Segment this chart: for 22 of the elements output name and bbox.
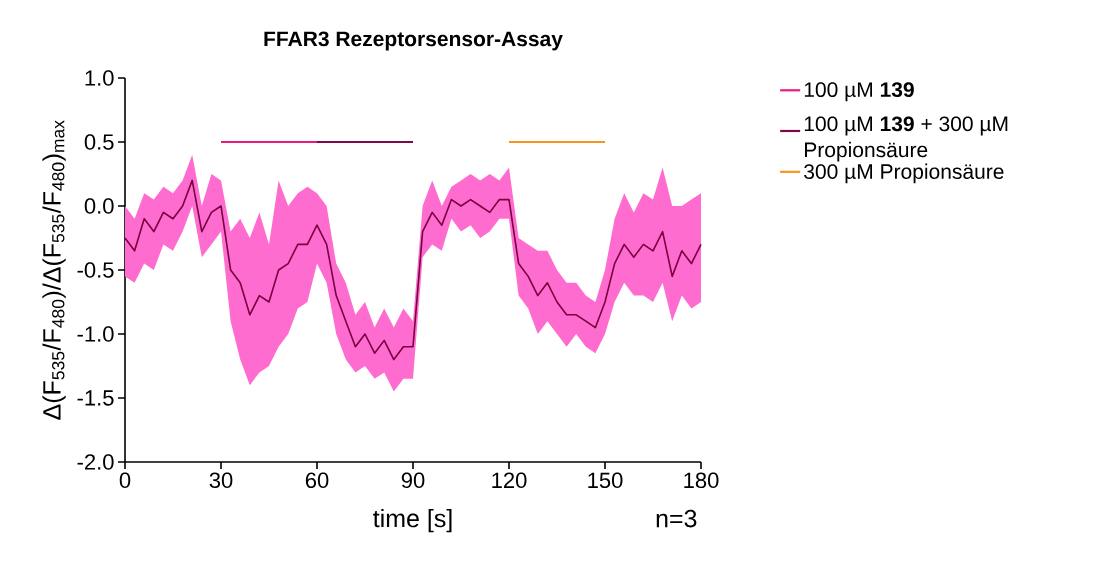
x-tick-label: 150	[588, 472, 623, 489]
legend-label: 300 µM Propionsäure	[804, 163, 1004, 184]
y-tick-label: -1.0	[77, 326, 114, 342]
x-tick-label: 60	[305, 472, 329, 489]
x-tick-label: 180	[684, 472, 719, 489]
y-tick-label: 1.0	[85, 70, 114, 86]
y-tick-label: -0.5	[77, 262, 114, 278]
text: Δ(F$_{535}$/F$_{480}$)/Δ(F$_{535}$/F$_{480}$)$_{max}$	[42, 120, 66, 420]
line-series	[124, 179, 702, 361]
x-tick-label: 90	[401, 472, 425, 489]
x-tick-label: 120	[492, 472, 527, 489]
y-tick-label: -2.0	[77, 454, 114, 470]
x-tick-label: 30	[209, 472, 233, 489]
legend-label: 100 µM 139 + 300 µM Propionsäure	[804, 116, 1008, 162]
y-tick-label: -1.5	[77, 390, 114, 406]
chart-title: FFAR3 Rezeptorsensor-Assay	[264, 31, 563, 51]
text: n=3	[656, 509, 697, 528]
y-tick-label: 0.5	[84, 134, 114, 150]
x-tick-label: 0	[119, 472, 131, 489]
legend-label: 100 µM 139	[804, 82, 914, 102]
y-tick-label: 0.0	[84, 198, 114, 214]
x-axis-title: time [s]	[373, 508, 452, 533]
